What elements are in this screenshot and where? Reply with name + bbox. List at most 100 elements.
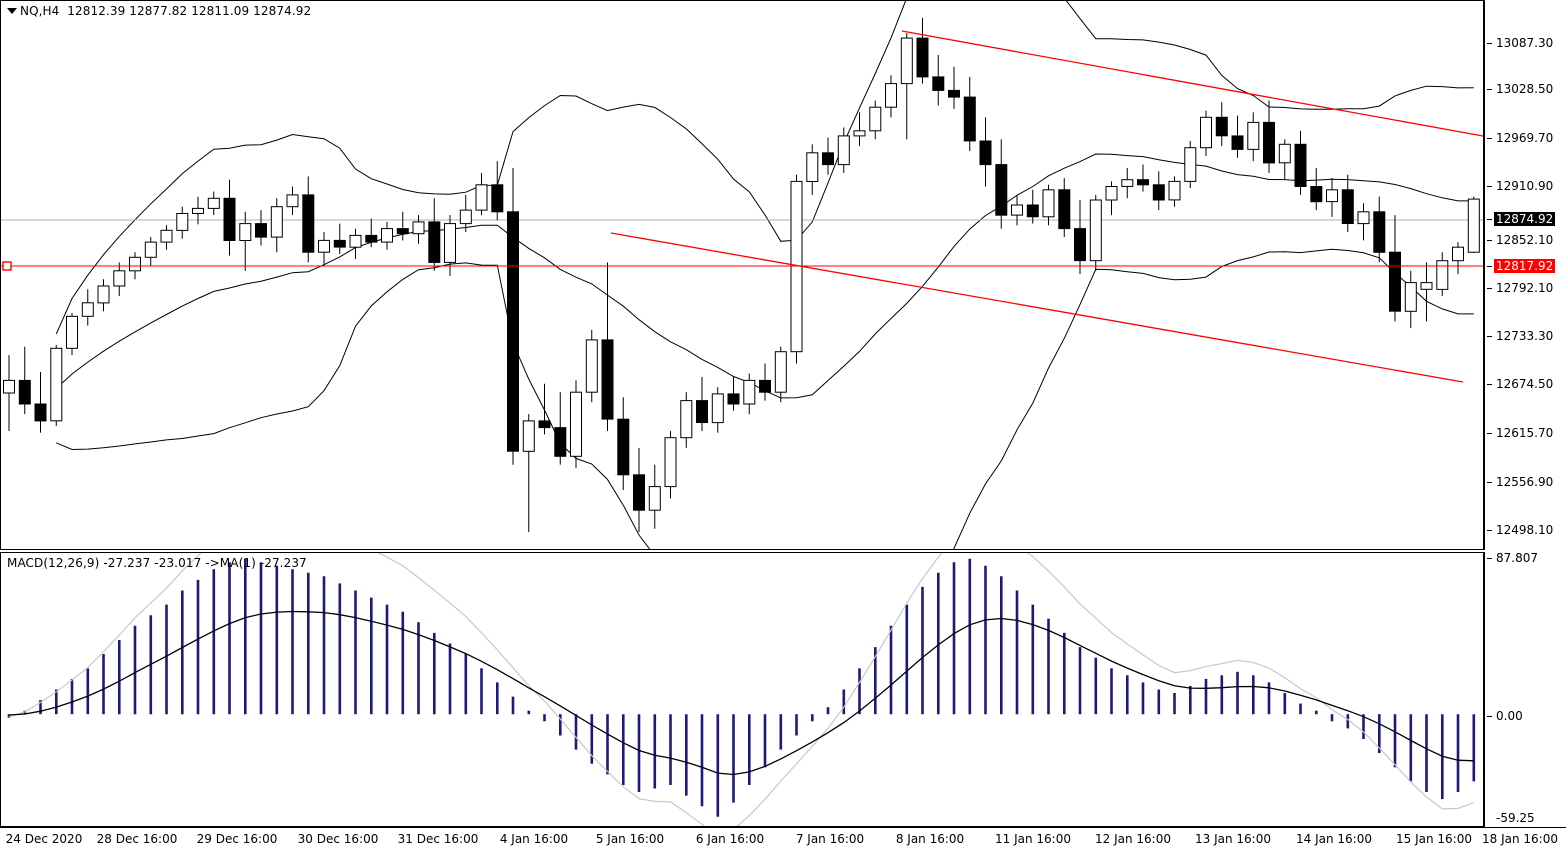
tick-value: -59.25 (1496, 811, 1535, 825)
axis-tick-label: 12733.30 (1487, 329, 1555, 343)
candle-body-up (97, 285, 110, 304)
candle-body-up (1278, 143, 1291, 164)
tick-mark (1487, 482, 1492, 483)
bollinger-middle-band (55, 153, 1474, 399)
axis-tick-label: 13087.30 (1487, 36, 1555, 50)
tick-value: 12615.70 (1496, 426, 1554, 440)
bollinger-upper-band (55, 1, 1474, 335)
candle-body-down (1341, 189, 1354, 225)
candle-body-down (428, 221, 441, 263)
candle-body-up (1247, 121, 1260, 150)
axis-tick-label: 0.00 (1487, 709, 1525, 723)
tick-mark (1487, 240, 1492, 241)
candle-body-down (916, 37, 929, 78)
candle-body-down (822, 152, 834, 166)
candle-body-up (349, 234, 362, 248)
macd-line (8, 553, 1475, 826)
time-axis-label: 6 Jan 16:00 (695, 832, 765, 846)
bollinger-lower-band (56, 248, 1474, 549)
time-axis-label: 11 Jan 16:00 (995, 832, 1071, 846)
macd-axis-spine (1484, 552, 1485, 827)
candle-body-down (617, 418, 630, 476)
tick-value: 12874.92 (1494, 212, 1556, 226)
tick-value: 12969.70 (1496, 131, 1554, 145)
candle-body-up (837, 135, 850, 166)
candle-body-down (491, 184, 504, 213)
candle-body-down (538, 420, 551, 429)
candle-body-down (1152, 184, 1165, 201)
axis-tick-label: 12556.90 (1487, 475, 1555, 489)
candle-body-down (1215, 116, 1228, 137)
time-axis-label: 13 Jan 16:00 (1195, 832, 1271, 846)
candle-body-up (664, 437, 677, 488)
candle-body-down (696, 400, 708, 424)
candle-body-up (585, 339, 598, 393)
candle-body-down (34, 403, 47, 422)
candle-body-down (995, 164, 1008, 216)
collapse-caret-icon[interactable] (7, 8, 17, 14)
candle-body-up (81, 302, 94, 317)
candle-body-down (302, 194, 315, 253)
candle-body-down (1373, 211, 1386, 253)
time-axis-label: 28 Dec 16:00 (96, 832, 178, 846)
candle-body-down (1263, 121, 1275, 164)
candle-body-up (475, 184, 488, 211)
time-axis[interactable]: 24 Dec 2020 28 Dec 16:00 29 Dec 16:00 30 De… (0, 827, 1566, 850)
price-axis[interactable]: 13087.30 13028.50 12969.70 12910.90 12874.92… (1484, 0, 1566, 550)
candle-body-up (743, 379, 756, 405)
candle-body-up (66, 315, 78, 349)
macd-header-label: MACD(12,26,9) -27.237 -23.017 ->MA(1) -2… (7, 556, 307, 570)
candle-body-up (711, 393, 724, 424)
candle-body-up (1452, 246, 1464, 262)
candle-body-up (50, 347, 63, 422)
candle-body-down (1074, 228, 1086, 262)
price-chart-panel[interactable]: NQ,H4 12812.39 12877.82 12811.09 12874.9… (0, 0, 1484, 550)
candle-body-up (3, 379, 15, 394)
tick-value: 13087.30 (1496, 36, 1554, 50)
upper-resistance-trendline[interactable] (901, 30, 1483, 137)
tick-value: 13028.50 (1496, 82, 1554, 96)
candlestick-series[interactable] (3, 17, 1480, 533)
symbol-period-label: NQ,H4 (20, 4, 60, 18)
candle-body-up (113, 270, 126, 287)
macd-chart-canvas[interactable] (1, 553, 1483, 826)
axis-tick-label: 12910.90 (1487, 179, 1555, 193)
candle-body-up (885, 83, 897, 108)
candle-body-down (1026, 204, 1039, 218)
time-axis-label: 4 Jan 16:00 (499, 832, 569, 846)
candle-body-down (633, 474, 645, 511)
tick-mark (1487, 288, 1492, 289)
candle-body-down (963, 96, 976, 142)
candle-body-up (239, 223, 252, 242)
candle-body-up (900, 37, 913, 85)
macd-indicator-panel[interactable]: MACD(12,26,9) -27.237 -23.017 ->MA(1) -2… (0, 552, 1484, 827)
tick-mark (1487, 266, 1492, 267)
axis-tick-label: 12615.70 (1487, 426, 1555, 440)
time-axis-label: 12 Jan 16:00 (1095, 832, 1171, 846)
candle-body-down (507, 211, 519, 452)
macd-axis[interactable]: 87.807 0.00 -59.25 (1484, 551, 1566, 827)
tick-mark (1487, 138, 1492, 139)
candle-body-up (1404, 282, 1417, 312)
time-axis-label: 5 Jan 16:00 (595, 832, 665, 846)
candle-body-up (1042, 189, 1055, 218)
candle-body-up (129, 256, 141, 272)
tick-value: 12733.30 (1496, 329, 1554, 343)
candle-body-down (365, 234, 378, 243)
bid-price-marker[interactable] (2, 261, 12, 271)
candle-body-up (1011, 204, 1023, 216)
tick-mark (1487, 558, 1492, 559)
axis-tick-label: 12969.70 (1487, 131, 1555, 145)
price-chart-canvas[interactable] (1, 1, 1483, 549)
time-axis-label: 30 Dec 16:00 (297, 832, 379, 846)
candle-body-down (333, 239, 346, 248)
candle-body-down (1058, 189, 1071, 230)
tick-value: 12817.92 (1494, 259, 1556, 273)
tick-value: 12498.10 (1496, 523, 1554, 537)
tick-value: 12910.90 (1496, 179, 1554, 193)
candle-body-up (869, 106, 882, 132)
axis-tick-label: -59.25 (1494, 811, 1537, 825)
axis-tick-label: 12674.50 (1487, 377, 1555, 391)
lower-support-trendline[interactable] (610, 232, 1464, 383)
macd-histogram (7, 558, 1476, 817)
